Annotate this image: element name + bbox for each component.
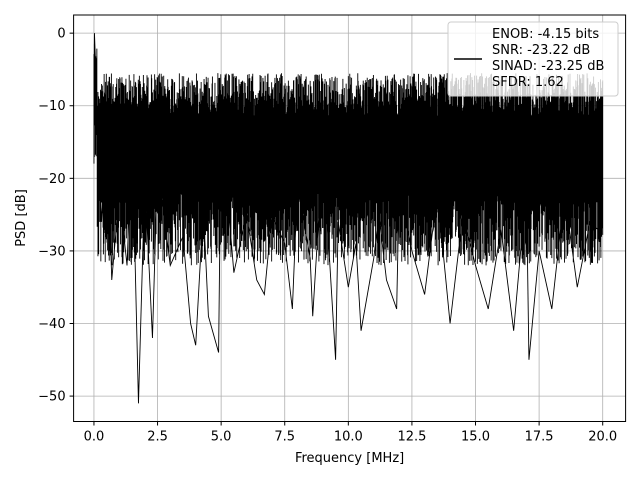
x-tick-label: 5.0 [211,430,232,445]
y-axis: 0 −10 −20 −30 −40 −50 [38,27,74,405]
y-tick-label: −40 [38,317,65,332]
x-tick-label: 15.0 [461,430,490,445]
x-tick-label: 7.5 [274,430,295,445]
y-tick-label: −20 [38,172,65,187]
x-tick-label: 20.0 [588,430,617,445]
y-axis-title: PSD [dB] [14,189,29,247]
plot-frame [73,14,627,422]
legend-entry-snr: SNR: -23.22 dB [492,43,590,58]
y-tick-label: −10 [38,99,65,114]
legend-entry-sfdr: SFDR: 1.62 [492,75,564,90]
x-tick-label: 10.0 [334,430,363,445]
y-tick-label: 0 [57,27,65,42]
legend: ENOB: -4.15 bits SNR: -23.22 dB SINAD: -… [447,21,619,97]
x-tick-label: 2.5 [147,430,168,445]
x-tick-label: 12.5 [397,430,426,445]
psd-series-line [93,33,604,404]
x-tick-label: 17.5 [525,430,554,445]
x-tick-label: 0.0 [84,430,105,445]
legend-box [447,21,619,97]
x-axis-title: Frequency [MHz] [295,451,404,466]
y-tick-label: −50 [38,390,65,405]
plot-area [93,33,604,404]
legend-entry-sinad: SINAD: -23.25 dB [492,59,604,74]
x-axis: 0.0 2.5 5.0 7.5 10.0 12.5 15.0 17.5 20.0 [84,421,617,445]
legend-entry-enob: ENOB: -4.15 bits [492,27,599,42]
y-tick-label: −30 [38,244,65,259]
